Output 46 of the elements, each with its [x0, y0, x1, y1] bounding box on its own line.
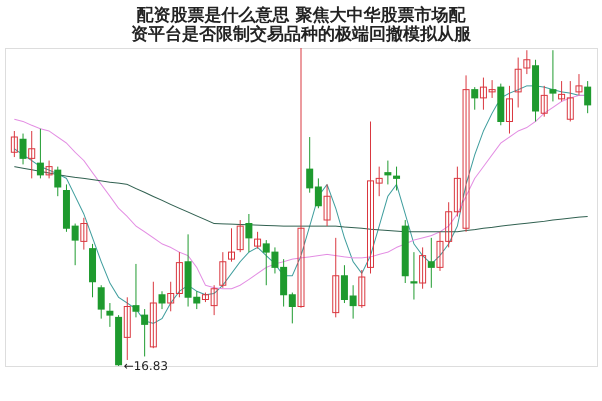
candlestick — [540, 85, 548, 118]
candlestick — [167, 281, 174, 312]
candlestick — [150, 281, 157, 349]
candlestick — [20, 133, 27, 165]
candlestick — [219, 252, 226, 288]
annotation: ←16.83 — [124, 359, 168, 373]
candlestick — [80, 217, 88, 250]
candlestick — [176, 252, 183, 298]
candlestick — [523, 50, 530, 75]
candlestick — [10, 130, 18, 158]
candlestick — [549, 50, 556, 102]
candlestick — [558, 80, 566, 102]
candlestick — [324, 184, 331, 227]
candlestick — [584, 80, 592, 114]
candlestick — [228, 228, 236, 262]
candlestick — [106, 302, 114, 328]
candlestick — [384, 160, 392, 185]
candlestick — [141, 308, 148, 357]
candlestick — [306, 136, 314, 194]
candlestick — [514, 57, 522, 108]
candlestick — [124, 296, 131, 360]
candlestick — [314, 178, 322, 209]
candlestick — [566, 80, 574, 122]
candlestick — [358, 269, 366, 308]
candlestick — [46, 160, 53, 179]
candlestick — [245, 213, 252, 253]
candlestick — [193, 290, 200, 310]
candlestick — [54, 166, 62, 197]
candlestick — [298, 48, 304, 308]
candlestick — [410, 252, 418, 300]
candlestick — [419, 246, 426, 290]
candlestick — [393, 166, 400, 191]
candlestick — [471, 86, 478, 110]
candlestick — [428, 237, 435, 288]
candlestick — [332, 237, 340, 318]
candlestick — [98, 284, 105, 320]
candlestick — [132, 263, 140, 318]
chart-title: 配资股票是什么意思 聚焦大中华股票市场配资平台是否限制交易品种的极端回撤模拟从服 — [131, 6, 472, 44]
candlestick — [506, 85, 513, 134]
candlestick — [254, 231, 262, 250]
candlestick — [575, 74, 582, 96]
candlestick — [236, 220, 244, 253]
candlestick — [36, 128, 44, 179]
candlestick — [28, 130, 36, 179]
candlestick — [158, 290, 166, 310]
candlestick — [288, 292, 296, 324]
